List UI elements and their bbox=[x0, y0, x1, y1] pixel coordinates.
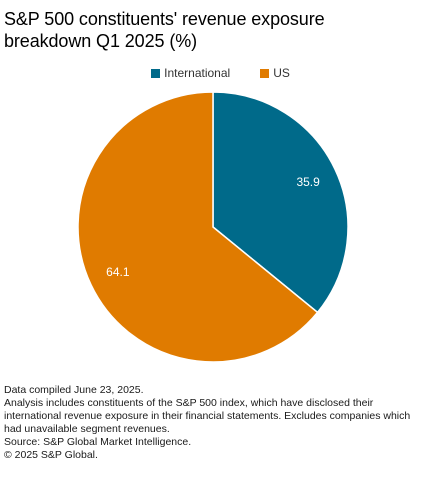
legend-swatch-us bbox=[260, 68, 270, 78]
footnote-analysis: Analysis includes constituents of the S&… bbox=[4, 397, 411, 435]
footnote-source: Source: S&P Global Market Intelligence. bbox=[4, 436, 192, 448]
legend-item-us: US bbox=[260, 66, 290, 80]
pie-data-label-us: 64.1 bbox=[106, 265, 130, 279]
chart-legend: International US bbox=[0, 66, 425, 80]
pie-chart: 35.9 64.1 bbox=[77, 91, 349, 363]
footnote-date: Data compiled June 23, 2025. bbox=[4, 384, 144, 396]
footnote-copyright: © 2025 S&P Global. bbox=[4, 449, 98, 461]
footnotes: Data compiled June 23, 2025. Analysis in… bbox=[4, 384, 422, 462]
legend-label-international: International bbox=[164, 66, 231, 80]
pie-data-label-international: 35.9 bbox=[296, 175, 320, 189]
chart-title-line-2: breakdown Q1 2025 (%) bbox=[4, 31, 198, 51]
chart-title: S&P 500 constituents' revenue exposure b… bbox=[4, 8, 414, 52]
legend-swatch-international bbox=[151, 68, 161, 78]
chart-title-line-1: S&P 500 constituents' revenue exposure bbox=[4, 9, 325, 29]
legend-label-us: US bbox=[273, 66, 290, 80]
legend-item-international: International bbox=[151, 66, 230, 80]
pie-slice-international bbox=[212, 91, 349, 314]
pie-slice-us bbox=[77, 91, 319, 363]
